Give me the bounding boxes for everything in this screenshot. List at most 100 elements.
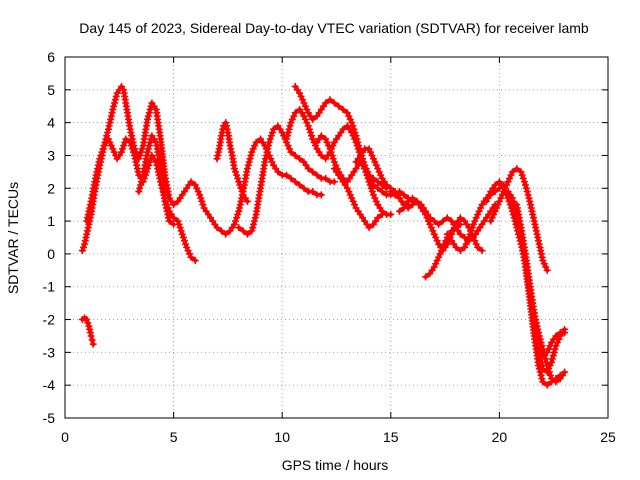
data-point — [426, 220, 434, 228]
data-point — [326, 96, 334, 104]
data-point — [488, 214, 496, 222]
data-point — [354, 138, 362, 146]
data-point — [217, 227, 225, 235]
data-point — [186, 250, 194, 258]
data-point — [409, 194, 417, 202]
data-point — [387, 211, 395, 219]
data-point — [306, 128, 314, 136]
data-point — [283, 171, 291, 179]
data-point — [291, 178, 299, 186]
data-point — [541, 352, 549, 360]
data-point — [180, 237, 188, 245]
data-point — [296, 89, 304, 97]
data-point — [513, 165, 521, 173]
data-point — [250, 220, 258, 228]
data-point — [524, 191, 532, 199]
data-point — [233, 171, 241, 179]
data-point — [508, 194, 516, 202]
data-point — [270, 125, 278, 133]
data-point — [117, 148, 125, 156]
data-point — [378, 211, 386, 219]
data-series — [530, 309, 569, 386]
data-point — [539, 345, 547, 353]
data-point — [387, 188, 395, 196]
data-point — [471, 217, 479, 225]
series-line — [80, 84, 324, 253]
data-point — [443, 214, 451, 222]
data-point — [300, 184, 308, 192]
data-point — [435, 220, 443, 228]
data-point — [365, 145, 373, 153]
grid — [65, 57, 608, 418]
data-point — [230, 165, 238, 173]
data-point — [78, 247, 86, 255]
data-point — [283, 132, 291, 140]
data-point — [365, 178, 373, 186]
data-point — [437, 247, 445, 255]
data-point — [432, 260, 440, 268]
data-point — [430, 230, 438, 238]
data-point — [247, 151, 255, 159]
data-point — [355, 142, 363, 150]
data-point — [482, 197, 490, 205]
data-point — [363, 171, 371, 179]
data-point — [375, 168, 383, 176]
data-point — [145, 142, 153, 150]
data-point — [462, 240, 470, 248]
data-point — [535, 332, 543, 340]
data-point — [427, 224, 435, 232]
data-point — [439, 217, 447, 225]
data-point — [368, 188, 376, 196]
y-tick-label: -1 — [43, 279, 56, 295]
data-point — [544, 365, 552, 373]
data-point — [178, 230, 186, 238]
data-point — [477, 204, 485, 212]
data-point — [179, 234, 187, 241]
data-point — [475, 207, 483, 215]
data-point — [371, 158, 379, 166]
data-point — [278, 128, 286, 136]
data-point — [348, 119, 356, 127]
data-point — [327, 148, 335, 156]
data-point — [498, 191, 506, 199]
data-point — [353, 135, 361, 143]
data-point — [541, 355, 549, 363]
x-tick-label: 25 — [600, 429, 616, 445]
data-point — [112, 92, 120, 100]
data-point — [518, 171, 526, 179]
data-point — [322, 99, 330, 107]
data-point — [268, 128, 276, 136]
data-series — [487, 165, 551, 274]
data-point — [144, 145, 152, 153]
data-point — [352, 132, 360, 140]
data-point — [298, 96, 306, 104]
data-series — [395, 194, 486, 255]
data-point — [245, 158, 253, 166]
data-point — [491, 181, 499, 189]
data-point — [249, 145, 257, 153]
plot-frame — [64, 56, 609, 419]
data-point — [367, 184, 375, 192]
data-point — [461, 243, 469, 251]
data-point — [193, 184, 201, 192]
data-point — [548, 375, 556, 383]
data-point — [374, 214, 382, 222]
data-point — [120, 142, 128, 150]
data-series — [78, 314, 97, 348]
data-series — [330, 165, 386, 232]
data-point — [317, 132, 325, 140]
data-point — [490, 211, 498, 219]
series-group — [78, 83, 569, 389]
data-point — [274, 168, 282, 176]
data-point — [197, 194, 205, 202]
data-point — [104, 128, 112, 136]
data-point — [222, 230, 230, 238]
data-point — [456, 247, 464, 255]
data-point — [110, 102, 118, 110]
data-point — [232, 168, 240, 176]
data-point — [144, 112, 152, 120]
data-point — [343, 184, 351, 192]
data-point — [330, 178, 338, 186]
data-point — [137, 148, 145, 156]
data-point — [144, 148, 152, 156]
